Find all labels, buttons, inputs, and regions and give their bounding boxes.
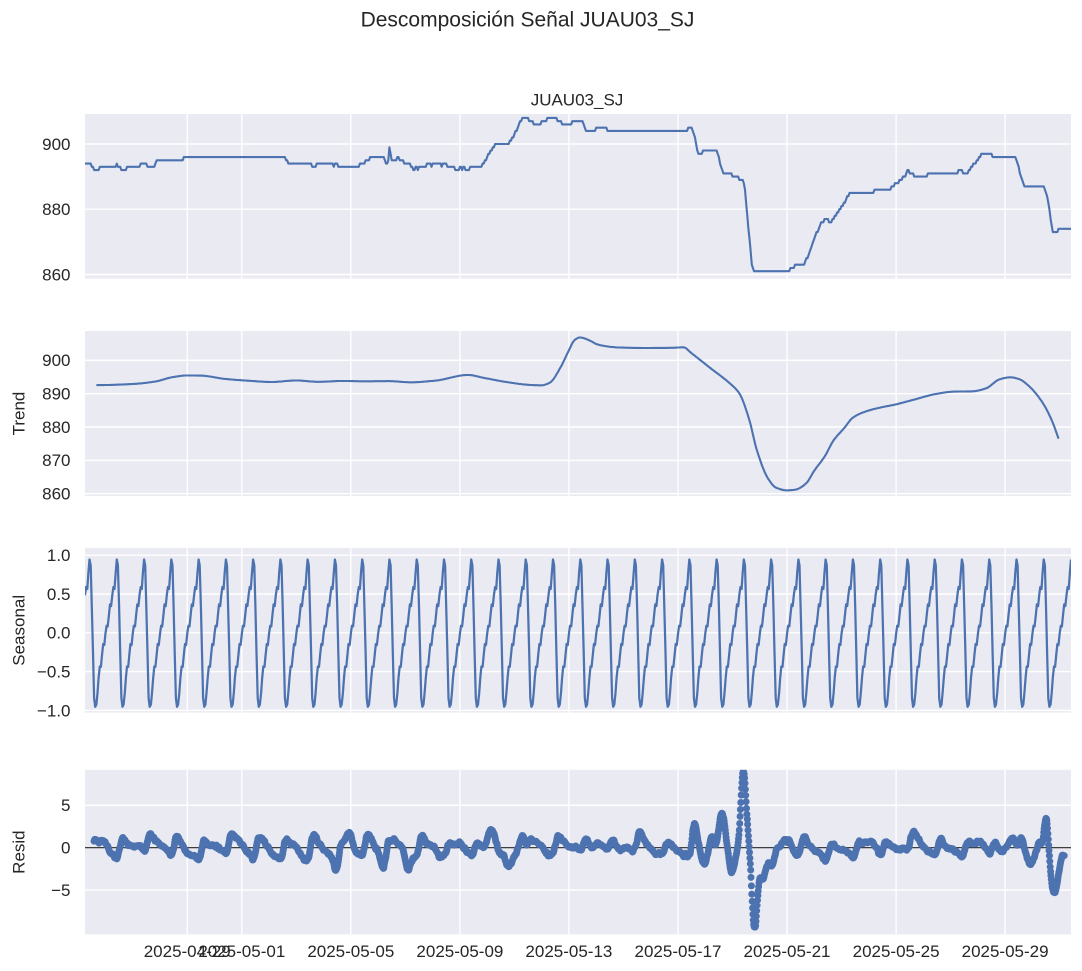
svg-text:Seasonal: Seasonal bbox=[10, 595, 29, 666]
svg-text:0.0: 0.0 bbox=[47, 624, 71, 643]
svg-text:Resid: Resid bbox=[10, 830, 29, 873]
svg-text:860: 860 bbox=[42, 485, 70, 504]
svg-text:JUAU03_SJ: JUAU03_SJ bbox=[531, 90, 624, 109]
svg-text:880: 880 bbox=[42, 418, 70, 437]
svg-text:−5: −5 bbox=[51, 881, 70, 900]
svg-text:2025-05-05: 2025-05-05 bbox=[307, 942, 394, 961]
svg-text:Descomposición Señal JUAU03_SJ: Descomposición Señal JUAU03_SJ bbox=[361, 9, 695, 32]
svg-text:880: 880 bbox=[42, 200, 70, 219]
svg-text:2025-05-21: 2025-05-21 bbox=[744, 942, 831, 961]
svg-text:−0.5: −0.5 bbox=[37, 663, 71, 682]
svg-text:900: 900 bbox=[42, 135, 70, 154]
svg-text:890: 890 bbox=[42, 385, 70, 404]
svg-text:860: 860 bbox=[42, 265, 70, 284]
svg-text:2025-05-13: 2025-05-13 bbox=[525, 942, 612, 961]
svg-text:Trend: Trend bbox=[10, 392, 29, 436]
svg-text:870: 870 bbox=[42, 451, 70, 470]
svg-text:0: 0 bbox=[61, 839, 70, 858]
svg-text:2025-04-29: 2025-04-29 bbox=[144, 942, 231, 961]
svg-text:1.0: 1.0 bbox=[47, 546, 71, 565]
svg-text:5: 5 bbox=[61, 796, 70, 815]
svg-text:2025-05-17: 2025-05-17 bbox=[635, 942, 722, 961]
svg-text:2025-05-29: 2025-05-29 bbox=[962, 942, 1049, 961]
svg-text:900: 900 bbox=[42, 351, 70, 370]
svg-text:2025-05-09: 2025-05-09 bbox=[416, 942, 503, 961]
svg-text:−1.0: −1.0 bbox=[37, 701, 71, 720]
svg-text:2025-05-01: 2025-05-01 bbox=[198, 942, 285, 961]
svg-text:0.5: 0.5 bbox=[47, 585, 71, 604]
svg-text:2025-05-25: 2025-05-25 bbox=[853, 942, 940, 961]
